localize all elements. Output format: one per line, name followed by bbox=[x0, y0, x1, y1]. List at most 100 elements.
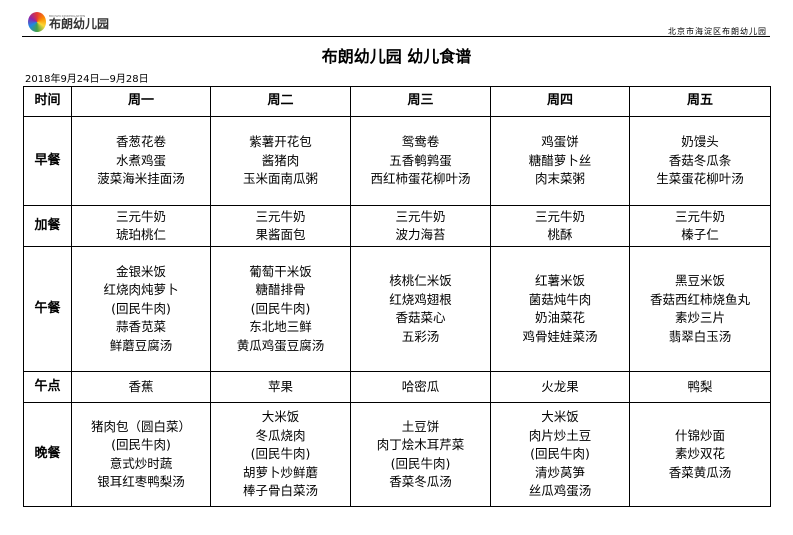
menu-cell: 金银米饭 红烧肉炖萝卜 (回民牛肉) 蒜香苋菜 鲜蘑豆腐汤 bbox=[71, 246, 211, 372]
dish-item: 黑豆米饭 bbox=[674, 273, 725, 288]
dish-item: 波力海苔 bbox=[395, 227, 446, 242]
menu-cell: 三元牛奶 果酱面包 bbox=[210, 205, 351, 247]
dish-item: 清炒莴笋 bbox=[534, 464, 585, 480]
dish-item: 红薯米饭 bbox=[534, 273, 585, 288]
menu-cell: 核桃仁米饭 红烧鸡翅根 香菇菜心 五彩汤 bbox=[350, 246, 491, 372]
dish-item: 三元牛奶 bbox=[255, 208, 306, 224]
table-row: 晚餐 猪肉包（圆白菜） (回民牛肉) 意式炒时蔬 银耳红枣鸭梨汤 大米饭 冬瓜烧肉 (回民牛肉… bbox=[23, 402, 771, 507]
dish-item: 鸡蛋饼 bbox=[541, 134, 579, 150]
dish-item: 三元牛奶 bbox=[674, 208, 725, 224]
dish-item: 肉片炒土豆 bbox=[528, 427, 592, 443]
dish-item: 火龙果 bbox=[541, 378, 579, 394]
dish-item: (回民牛肉) bbox=[111, 437, 171, 452]
dish-item: 西红柿蛋花柳叶汤 bbox=[370, 171, 471, 187]
dish-item: 黄瓜鸡蛋豆腐汤 bbox=[236, 337, 325, 353]
dish-item: 大米饭 bbox=[261, 409, 300, 425]
dish-item: 素炒双花 bbox=[674, 446, 725, 462]
dish-item: 核桃仁米饭 bbox=[389, 273, 452, 288]
column-header: 周二 bbox=[210, 86, 351, 117]
dish-item: 金银米饭 bbox=[115, 263, 166, 279]
logo-subtext: BROWN KINDERGARTEN bbox=[49, 13, 86, 18]
dish-item: 果酱面包 bbox=[255, 227, 306, 242]
dish-item: 水煮鸡蛋 bbox=[115, 152, 166, 168]
dish-item: 鸡骨娃娃菜汤 bbox=[522, 328, 598, 344]
dish-item: 三元牛奶 bbox=[534, 208, 585, 224]
dish-item: 玉米面南瓜粥 bbox=[242, 171, 318, 187]
column-header: 时间 bbox=[23, 86, 72, 117]
meal-label: 午点 bbox=[23, 371, 72, 403]
dish-item: 糖醋萝卜丝 bbox=[528, 152, 592, 168]
dish-item: 生菜蛋花柳叶汤 bbox=[656, 171, 744, 187]
table-header-row: 时间 周一 周二 周三 周四 周五 bbox=[23, 86, 771, 117]
column-header: 周四 bbox=[490, 86, 630, 117]
menu-cell: 苹果 bbox=[210, 371, 351, 403]
meal-label: 加餐 bbox=[23, 205, 72, 247]
dish-item: 棒子骨白菜汤 bbox=[242, 483, 318, 499]
dish-item: 鸭梨 bbox=[687, 378, 713, 394]
dish-item: 肉末菜粥 bbox=[534, 171, 585, 187]
dish-item: (回民牛肉) bbox=[250, 300, 311, 316]
dish-item: 胡萝卜炒鲜蘑 bbox=[242, 464, 318, 480]
dish-item: 香菇冬瓜条 bbox=[668, 152, 732, 168]
dish-item: 东北地三鲜 bbox=[249, 319, 312, 335]
dish-item: 意式炒时蔬 bbox=[109, 455, 173, 471]
table-row: 加餐 三元牛奶 琥珀桃仁 三元牛奶 果酱面包 三元牛奶 波力海苔 三元牛奶 桃酥 三元牛奶 榛子仁 bbox=[23, 205, 771, 247]
table-row: 早餐 香葱花卷 水煮鸡蛋 菠菜海米挂面汤 紫薯开花包 酱猪肉 玉米面南瓜粥 鸳鸯卷 五香鹌鹑蛋西… bbox=[23, 116, 771, 206]
dish-item: 酱猪肉 bbox=[261, 152, 300, 168]
menu-cell: 黑豆米饭 香菇西红柿烧鱼丸 素炒三片 翡翠白玉汤 bbox=[629, 246, 771, 372]
menu-cell: 三元牛奶 桃酥 bbox=[490, 205, 630, 247]
table-row: 午餐 金银米饭 红烧肉炖萝卜 (回民牛肉) 蒜香苋菜 鲜蘑豆腐汤 葡萄干米饭 糖醋排骨 (回民牛… bbox=[23, 246, 771, 372]
dish-item: 蒜香苋菜 bbox=[115, 319, 166, 335]
column-header: 周一 bbox=[71, 86, 211, 117]
dish-item: 香菜黄瓜汤 bbox=[668, 464, 732, 480]
date-range: 2018年9月24日—9月28日 bbox=[25, 74, 149, 85]
dish-item: 鸳鸯卷 bbox=[401, 134, 440, 150]
meal-label: 午餐 bbox=[23, 246, 72, 372]
dish-item: 奶馒头 bbox=[681, 134, 719, 150]
dish-item: 葡萄干米饭 bbox=[249, 263, 312, 279]
dish-item: 什锦炒面 bbox=[674, 427, 725, 443]
logo: BROWN KINDERGARTEN 布朗幼儿园 bbox=[28, 12, 109, 32]
menu-cell: 奶馒头香菇冬瓜条生菜蛋花柳叶汤 bbox=[629, 116, 771, 206]
meal-label: 早餐 bbox=[23, 116, 72, 206]
dish-item: 香菜冬瓜汤 bbox=[389, 474, 452, 489]
menu-cell: 猪肉包（圆白菜） (回民牛肉) 意式炒时蔬银耳红枣鸭梨汤 bbox=[71, 402, 211, 507]
menu-cell: 土豆饼 肉丁烩木耳芹菜 (回民牛肉) 香菜冬瓜汤 bbox=[350, 402, 491, 507]
dish-item: 菌菇炖牛肉 bbox=[528, 291, 592, 307]
dish-item: 桃酥 bbox=[547, 227, 573, 242]
menu-cell: 香葱花卷 水煮鸡蛋 菠菜海米挂面汤 bbox=[71, 116, 211, 206]
table-row: 午点 香蕉 苹果 哈密瓜 火龙果 鸭梨 bbox=[23, 371, 771, 403]
menu-cell: 鸳鸯卷 五香鹌鹑蛋 西红柿蛋花柳叶汤 bbox=[350, 116, 491, 206]
dish-item: 香蕉 bbox=[128, 378, 154, 394]
dish-item: 红烧鸡翅根 bbox=[389, 291, 452, 307]
dish-item: 鲜蘑豆腐汤 bbox=[109, 337, 173, 353]
dish-item: 猪肉包（圆白菜） bbox=[90, 418, 191, 434]
dish-item: (回民牛肉) bbox=[250, 446, 311, 462]
menu-cell: 三元牛奶 琥珀桃仁 bbox=[71, 205, 211, 247]
dish-item: 糖醋排骨 bbox=[255, 282, 306, 298]
menu-cell: 紫薯开花包酱猪肉玉米面南瓜粥 bbox=[210, 116, 351, 206]
dish-item: 苹果 bbox=[267, 378, 293, 394]
dish-item: 香菇西红柿烧鱼丸 bbox=[649, 291, 750, 307]
menu-cell: 哈密瓜 bbox=[350, 371, 491, 403]
dish-item: 翡翠白玉汤 bbox=[668, 328, 732, 344]
dish-item: 哈密瓜 bbox=[401, 378, 440, 394]
dish-item: 大米饭 bbox=[541, 409, 579, 425]
logo-text: 布朗幼儿园 bbox=[49, 16, 110, 31]
menu-cell: 什锦炒面素炒双花香菜黄瓜汤 bbox=[629, 402, 771, 507]
dish-item: 丝瓜鸡蛋汤 bbox=[528, 483, 592, 499]
menu-cell: 鸡蛋饼糖醋萝卜丝肉末菜粥 bbox=[490, 116, 630, 206]
dish-item: 三元牛奶 bbox=[115, 208, 166, 224]
dish-item: 菠菜海米挂面汤 bbox=[97, 171, 185, 187]
dish-item: 紫薯开花包 bbox=[249, 134, 312, 150]
menu-table: 时间 周一 周二 周三 周四 周五 早餐 香葱花卷 水煮鸡蛋 菠菜海米挂面汤 紫薯开花包 酱猪肉 玉米… bbox=[23, 86, 771, 507]
menu-cell: 大米饭 冬瓜烧肉 (回民牛肉) 胡萝卜炒鲜蘑 棒子骨白菜汤 bbox=[210, 402, 351, 507]
dish-item: 银耳红枣鸭梨汤 bbox=[97, 474, 185, 489]
dish-item: 三元牛奶 bbox=[395, 208, 446, 224]
column-header: 周三 bbox=[350, 86, 491, 117]
dish-item: 肉丁烩木耳芹菜 bbox=[376, 437, 465, 452]
menu-cell: 香蕉 bbox=[71, 371, 211, 403]
page-title: 布朗幼儿园 幼儿食谱 bbox=[321, 47, 472, 66]
meal-label: 晚餐 bbox=[23, 402, 72, 507]
dish-item: (回民牛肉) bbox=[111, 300, 171, 316]
